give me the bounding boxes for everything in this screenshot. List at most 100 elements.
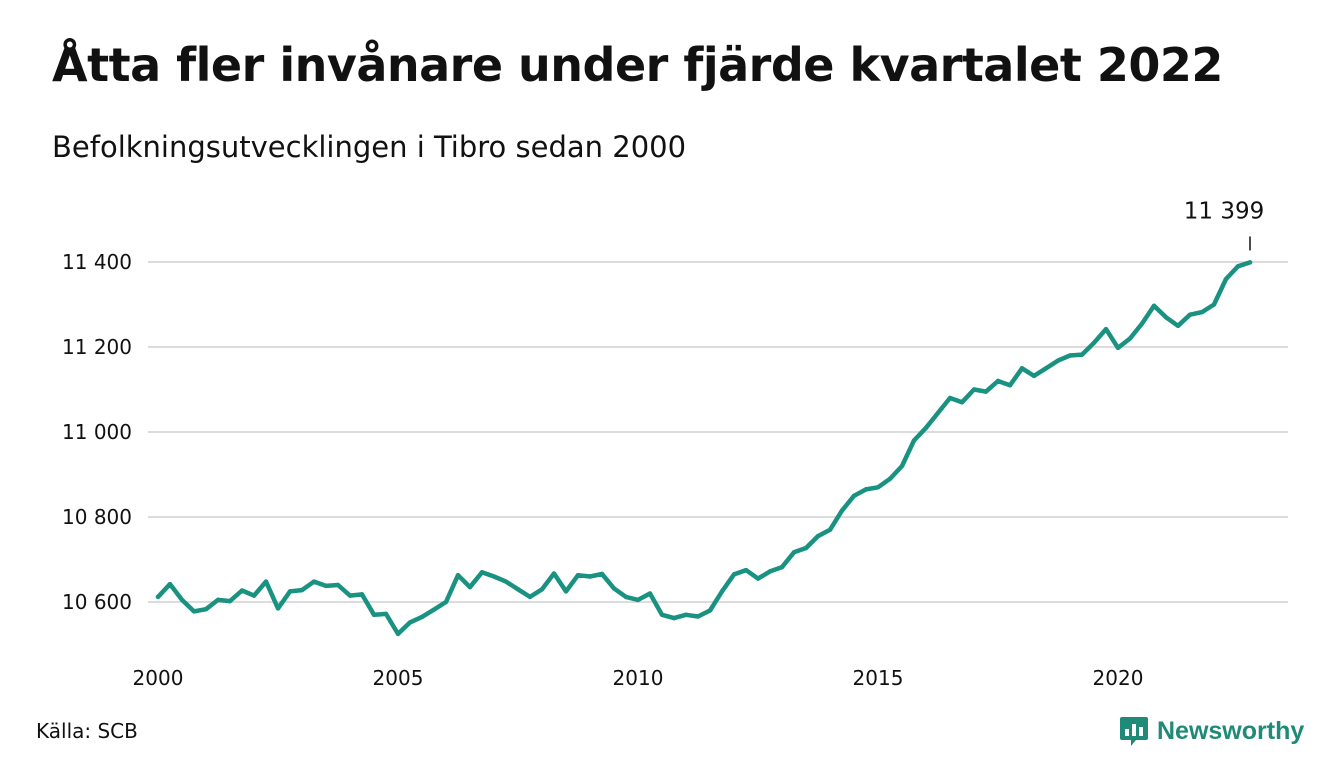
data-point	[671, 615, 677, 621]
data-point	[935, 410, 941, 416]
data-point	[971, 387, 977, 392]
data-point	[695, 614, 701, 619]
data-point	[1103, 326, 1109, 332]
x-tick-label: 2005	[373, 666, 424, 690]
data-point	[563, 589, 569, 594]
data-point	[911, 438, 917, 443]
data-point	[347, 593, 353, 598]
data-point	[455, 573, 461, 578]
data-point	[839, 508, 845, 513]
data-point	[311, 579, 317, 584]
data-point	[719, 589, 725, 594]
data-point	[1199, 309, 1205, 315]
data-point	[851, 493, 857, 498]
data-point	[779, 564, 785, 570]
data-point	[659, 612, 665, 617]
data-point	[647, 591, 653, 596]
data-point	[1019, 366, 1025, 371]
data-point	[815, 533, 821, 539]
data-point	[887, 476, 893, 481]
data-point	[623, 594, 629, 600]
x-tick-label: 2000	[133, 666, 184, 690]
y-tick-label: 11 400	[62, 250, 132, 274]
series-group	[155, 260, 1253, 637]
data-point	[1247, 260, 1253, 265]
chart-subtitle: Befolkningsutvecklingen i Tibro sedan 20…	[52, 130, 687, 164]
data-point	[287, 589, 293, 594]
data-point	[1223, 276, 1229, 282]
data-point	[683, 612, 689, 617]
data-point	[443, 599, 449, 605]
y-tick-label: 11 200	[62, 335, 132, 359]
y-tick-label: 10 800	[62, 505, 132, 529]
data-point	[263, 579, 269, 584]
data-point	[587, 574, 593, 579]
data-point	[467, 584, 473, 590]
data-point	[167, 581, 173, 587]
data-point	[323, 583, 329, 589]
data-point	[599, 571, 605, 577]
data-point	[1115, 345, 1121, 351]
data-point	[491, 574, 497, 579]
data-point	[635, 597, 641, 603]
data-point	[551, 571, 557, 576]
y-axis-ticks: 10 600 10 800 11 000 11 200 11 400	[62, 250, 132, 614]
data-point	[755, 576, 761, 581]
data-point	[227, 598, 233, 604]
data-point	[1079, 352, 1085, 357]
data-point	[335, 582, 341, 588]
data-point	[1211, 302, 1217, 307]
data-point	[251, 593, 257, 598]
data-point	[527, 594, 533, 600]
data-point	[1043, 366, 1049, 371]
data-point	[431, 607, 437, 612]
data-point	[215, 597, 221, 603]
data-point	[947, 395, 953, 401]
data-point	[611, 586, 617, 591]
data-point	[503, 579, 509, 584]
y-tick-label: 10 600	[62, 590, 132, 614]
brand-name: Newsworthy	[1157, 716, 1305, 745]
data-point	[275, 606, 281, 611]
data-point	[707, 608, 713, 613]
data-point	[155, 594, 161, 600]
data-point	[395, 631, 401, 637]
chart-title: Åtta fler invånare under fjärde kvartale…	[52, 38, 1223, 92]
data-point	[1055, 358, 1061, 363]
data-point	[791, 550, 797, 555]
data-point	[1031, 373, 1037, 379]
y-tick-label: 11 000	[62, 420, 132, 444]
data-point	[239, 588, 245, 593]
data-point	[731, 572, 737, 577]
series-line	[155, 260, 1253, 637]
data-point	[371, 612, 377, 617]
data-point	[515, 587, 521, 592]
annotation-group: 11 399	[1184, 198, 1264, 251]
data-point	[299, 587, 305, 593]
data-point	[539, 587, 545, 592]
data-point	[803, 545, 809, 551]
data-point	[575, 573, 581, 578]
brand-logo: Newsworthy	[1119, 713, 1304, 749]
data-point	[983, 389, 989, 394]
data-point	[1007, 383, 1013, 388]
data-point	[359, 592, 365, 597]
data-point	[995, 378, 1001, 384]
data-point	[1187, 312, 1193, 317]
data-point	[899, 463, 905, 469]
data-point	[767, 569, 773, 574]
data-point	[1067, 353, 1073, 358]
data-point	[191, 609, 197, 614]
data-point	[419, 614, 425, 620]
data-point	[827, 527, 833, 532]
data-point	[923, 425, 929, 430]
data-point	[1151, 303, 1157, 308]
data-point	[479, 570, 485, 575]
data-point	[383, 611, 389, 617]
data-point	[203, 607, 209, 612]
data-point	[1127, 336, 1133, 341]
data-point	[407, 620, 413, 625]
gridlines	[148, 261, 1288, 603]
data-point	[743, 567, 749, 573]
